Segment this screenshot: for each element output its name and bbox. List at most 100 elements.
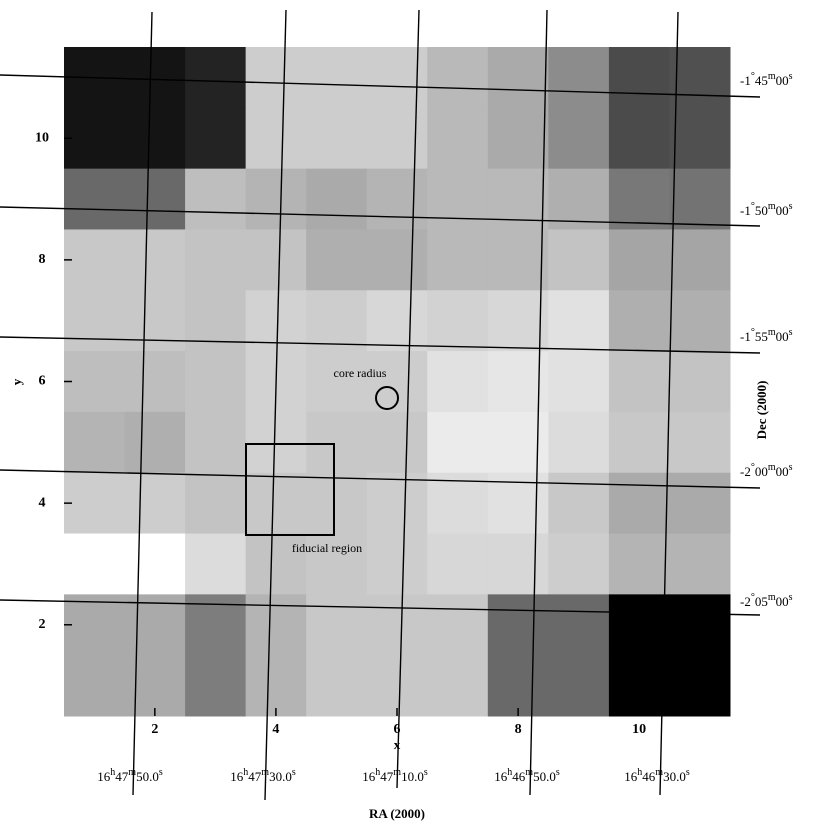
cell (185, 655, 247, 717)
dec-tick-label: -1°45m00s (740, 71, 793, 88)
dec-tick-label: -2°00m00s (740, 462, 793, 479)
cell (245, 47, 307, 109)
cell (64, 351, 126, 413)
cell (64, 533, 126, 595)
cell (548, 351, 610, 413)
cell (245, 655, 307, 717)
cell (124, 107, 186, 170)
cell (64, 290, 126, 352)
cell (548, 47, 610, 109)
heatmap (64, 47, 731, 717)
ra-grid-line (659, 11, 679, 796)
cell (64, 229, 126, 291)
cell (366, 655, 428, 717)
y-tick-label: 10 (35, 130, 49, 145)
core-radius-circle (375, 386, 399, 410)
dec-tick-label: -1°50m00s (740, 201, 793, 218)
cell (608, 168, 670, 230)
cell (185, 472, 247, 535)
cell (608, 594, 670, 656)
ra-axis-label: RA (2000) (369, 806, 425, 821)
ra-tick-label: 16h47m30.0s (230, 767, 296, 784)
cell (669, 107, 731, 170)
dec-tick-label: -1°55m00s (740, 327, 793, 344)
cell (427, 168, 489, 230)
cell (306, 290, 368, 352)
cell (608, 107, 670, 170)
x-tick-label: 10 (632, 722, 646, 737)
x-axis-label: x (394, 737, 401, 752)
cell (366, 472, 428, 535)
cell (306, 351, 368, 413)
cell (548, 655, 610, 717)
x-tick-label: 6 (394, 722, 401, 737)
cell (608, 533, 670, 595)
ra-tick-label: 16h46m50.0s (494, 767, 560, 784)
cell (366, 411, 428, 474)
cell (427, 533, 489, 595)
cell (669, 351, 731, 413)
cell (548, 290, 610, 352)
cell (487, 229, 549, 291)
ra-grid-line (529, 9, 548, 796)
cell (427, 107, 489, 170)
axis-ticks: 2 4 6 8 10 2 4 6 8 10 (35, 130, 646, 737)
cell (669, 229, 731, 291)
cell (64, 472, 126, 535)
cell (64, 655, 126, 717)
cell (245, 533, 307, 595)
cell (245, 594, 307, 656)
x-tick-label: 2 (151, 722, 158, 737)
cell (306, 472, 368, 535)
cell (427, 290, 489, 352)
cell (548, 168, 610, 230)
cell (245, 168, 307, 230)
cell (427, 655, 489, 717)
cell (306, 168, 368, 230)
cell (245, 107, 307, 170)
ra-tick-label: 16h47m50.0s (97, 767, 163, 784)
cell (306, 411, 368, 474)
dec-grid-line (0, 74, 761, 98)
ra-grid-line (264, 9, 287, 801)
cell (427, 411, 489, 474)
cell (548, 411, 610, 474)
y-tick-label: 6 (39, 374, 46, 389)
cell (608, 229, 670, 291)
cell (124, 533, 186, 595)
cell (64, 594, 126, 656)
cell (608, 290, 670, 352)
cell (487, 533, 549, 595)
annotation: core radius (334, 366, 387, 380)
annotation: fiducial region (292, 541, 362, 555)
cell (185, 107, 247, 170)
cell (427, 47, 489, 109)
cell (124, 411, 186, 474)
cell (487, 290, 549, 352)
cell (487, 411, 549, 474)
cell (366, 107, 428, 170)
cell (608, 47, 670, 109)
cell (487, 594, 549, 656)
cell (548, 107, 610, 170)
dec-axis-label: Dec (2000) (754, 381, 769, 440)
cell (124, 594, 186, 656)
y-tick-label: 8 (39, 252, 46, 267)
cell (608, 655, 670, 717)
cell (245, 290, 307, 352)
wcs-labels: 16h47m50.0s 16h47m30.0s 16h47m10.0s 16h46m5… (97, 71, 792, 784)
cell (306, 533, 368, 595)
ra-grid-line (132, 11, 153, 796)
dec-grid-line (0, 469, 761, 489)
cell (124, 290, 186, 352)
cell (245, 229, 307, 291)
cell (124, 655, 186, 717)
cell (306, 655, 368, 717)
cell (185, 47, 247, 109)
x-tick-label: 8 (515, 722, 522, 737)
cell (669, 472, 731, 535)
cell (669, 655, 731, 717)
cell (366, 229, 428, 291)
y-axis-label: y (9, 378, 24, 385)
